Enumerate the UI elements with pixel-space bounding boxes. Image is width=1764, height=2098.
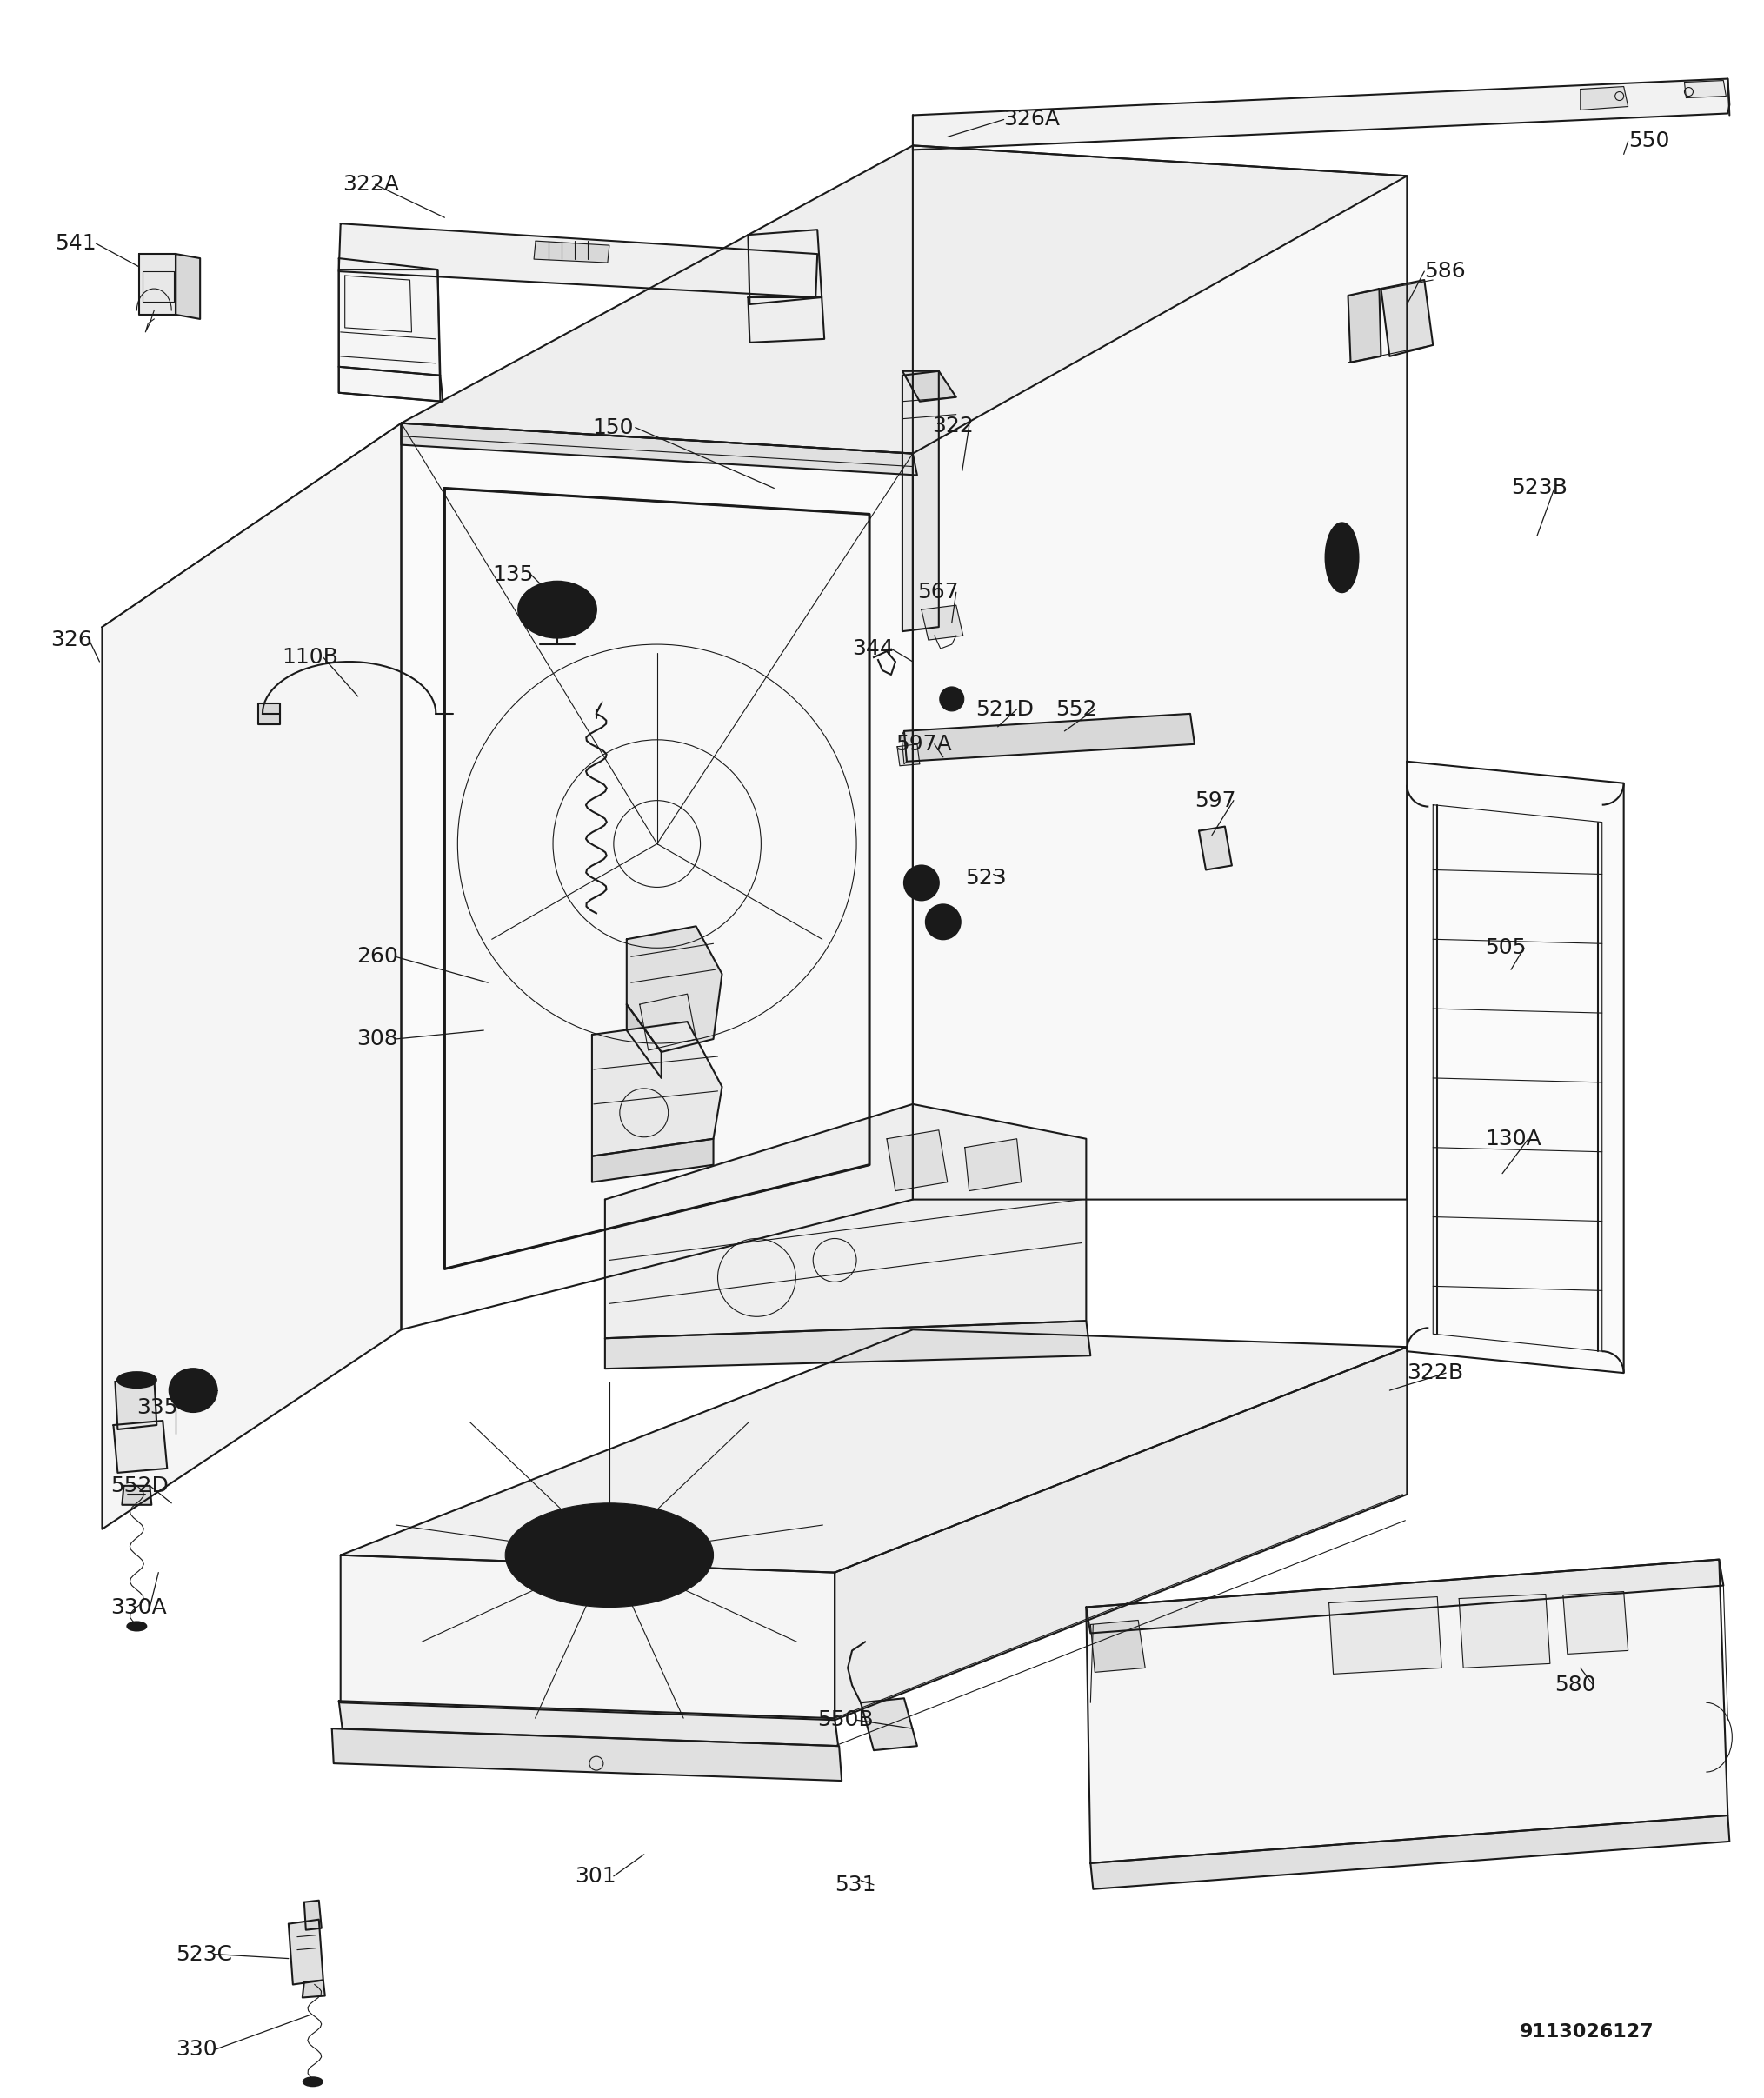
Polygon shape (139, 254, 176, 315)
Text: 552: 552 (1057, 699, 1097, 720)
Text: 580: 580 (1554, 1674, 1596, 1695)
Polygon shape (1087, 1559, 1723, 1632)
Polygon shape (332, 1729, 841, 1781)
Polygon shape (339, 269, 441, 401)
Polygon shape (861, 1697, 917, 1750)
Polygon shape (905, 713, 1194, 762)
Polygon shape (1563, 1592, 1628, 1653)
Polygon shape (400, 145, 1408, 453)
Text: 9113026127: 9113026127 (1521, 2025, 1655, 2041)
Polygon shape (605, 1322, 1090, 1368)
Polygon shape (965, 1139, 1021, 1192)
Polygon shape (400, 424, 917, 474)
Polygon shape (122, 1485, 152, 1504)
Polygon shape (340, 1555, 834, 1720)
Text: 541: 541 (55, 233, 95, 254)
Polygon shape (1459, 1594, 1551, 1668)
Polygon shape (1348, 290, 1381, 363)
Text: 330: 330 (176, 2039, 217, 2060)
Text: 597A: 597A (896, 734, 951, 755)
Polygon shape (748, 229, 822, 304)
Polygon shape (903, 371, 956, 401)
Text: 523: 523 (965, 869, 1005, 890)
Text: 505: 505 (1485, 938, 1526, 959)
Circle shape (940, 686, 963, 711)
Polygon shape (1408, 762, 1623, 1372)
Text: 550: 550 (1628, 130, 1669, 151)
Text: 326: 326 (51, 629, 92, 650)
Text: 301: 301 (575, 1865, 616, 1886)
Polygon shape (113, 1420, 168, 1473)
Ellipse shape (519, 581, 596, 638)
Polygon shape (258, 703, 280, 724)
Text: 135: 135 (492, 564, 533, 585)
Polygon shape (834, 1347, 1408, 1720)
Ellipse shape (169, 1368, 217, 1412)
Text: 567: 567 (917, 581, 958, 602)
Polygon shape (626, 1005, 662, 1078)
Ellipse shape (127, 1622, 146, 1630)
Polygon shape (912, 145, 1408, 1200)
Polygon shape (1328, 1597, 1441, 1674)
Text: 523B: 523B (1512, 478, 1568, 499)
Text: 335: 335 (138, 1397, 178, 1418)
Text: 550B: 550B (817, 1710, 873, 1731)
Polygon shape (102, 424, 400, 1529)
Polygon shape (898, 745, 919, 766)
Text: 308: 308 (356, 1028, 397, 1049)
Polygon shape (534, 241, 609, 262)
Polygon shape (593, 1022, 721, 1156)
Text: 330A: 330A (111, 1597, 168, 1618)
Ellipse shape (1325, 522, 1358, 592)
Polygon shape (1087, 1559, 1727, 1863)
Polygon shape (339, 1701, 838, 1746)
Text: 344: 344 (852, 638, 894, 659)
Text: 322: 322 (931, 415, 974, 436)
Text: 322A: 322A (342, 174, 399, 195)
Polygon shape (1581, 86, 1628, 109)
Circle shape (926, 904, 960, 940)
Polygon shape (748, 298, 824, 342)
Polygon shape (887, 1131, 947, 1192)
Polygon shape (1200, 827, 1231, 871)
Polygon shape (1685, 80, 1725, 99)
Polygon shape (1090, 1815, 1729, 1888)
Polygon shape (339, 224, 817, 298)
Ellipse shape (505, 1502, 713, 1607)
Polygon shape (445, 489, 870, 1269)
Text: 597: 597 (1194, 791, 1237, 812)
Polygon shape (903, 371, 938, 631)
Text: 326A: 326A (1004, 109, 1060, 130)
Text: 110B: 110B (282, 646, 339, 667)
Polygon shape (901, 730, 907, 764)
Text: 260: 260 (356, 946, 397, 967)
Polygon shape (626, 925, 721, 1051)
Ellipse shape (116, 1372, 157, 1387)
Text: 586: 586 (1424, 260, 1466, 281)
Polygon shape (400, 424, 912, 1330)
Polygon shape (302, 1981, 325, 1997)
Polygon shape (339, 367, 443, 401)
Text: 552D: 552D (111, 1475, 169, 1496)
Polygon shape (115, 1376, 157, 1429)
Polygon shape (921, 606, 963, 640)
Polygon shape (340, 1330, 1408, 1574)
Polygon shape (289, 1920, 323, 1985)
Polygon shape (605, 1104, 1087, 1339)
Circle shape (905, 866, 938, 900)
Polygon shape (1090, 1620, 1145, 1672)
Text: 523C: 523C (176, 1943, 233, 1964)
Polygon shape (1381, 279, 1432, 357)
Text: 150: 150 (593, 418, 633, 438)
Ellipse shape (303, 2077, 323, 2085)
Text: 130A: 130A (1485, 1129, 1542, 1150)
Polygon shape (593, 1139, 713, 1181)
Polygon shape (176, 254, 199, 319)
Polygon shape (912, 80, 1729, 149)
Text: 531: 531 (834, 1874, 877, 1894)
Text: 521D: 521D (975, 699, 1034, 720)
Polygon shape (303, 1901, 321, 1930)
Text: 322B: 322B (1408, 1362, 1464, 1383)
Polygon shape (339, 258, 441, 376)
